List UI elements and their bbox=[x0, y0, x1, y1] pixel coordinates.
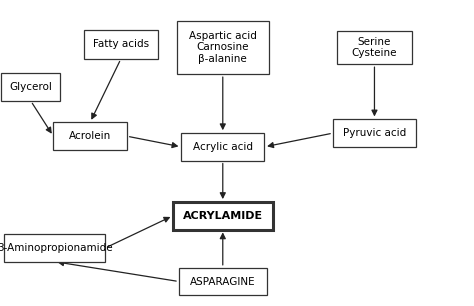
Bar bbox=[4, 234, 105, 262]
Text: Fatty acids: Fatty acids bbox=[93, 39, 149, 49]
Bar bbox=[337, 31, 412, 64]
Bar bbox=[53, 122, 127, 150]
Bar bbox=[179, 268, 266, 295]
Text: ACRYLAMIDE: ACRYLAMIDE bbox=[182, 211, 263, 221]
Text: Pyruvic acid: Pyruvic acid bbox=[343, 128, 406, 138]
Text: Glycerol: Glycerol bbox=[9, 82, 52, 92]
Text: Acrolein: Acrolein bbox=[69, 131, 111, 141]
Text: Aspartic acid
Carnosine
β-alanine: Aspartic acid Carnosine β-alanine bbox=[189, 31, 257, 64]
Bar bbox=[181, 133, 264, 161]
Bar bbox=[1, 73, 61, 101]
Text: 3-Aminopropionamide: 3-Aminopropionamide bbox=[0, 243, 112, 253]
Bar bbox=[84, 30, 157, 59]
Text: Acrylic acid: Acrylic acid bbox=[193, 142, 253, 152]
Bar bbox=[333, 119, 416, 147]
Bar bbox=[176, 21, 269, 74]
Bar bbox=[173, 202, 273, 230]
Text: Serine
Cysteine: Serine Cysteine bbox=[352, 37, 397, 58]
Text: ASPARAGINE: ASPARAGINE bbox=[190, 277, 255, 286]
